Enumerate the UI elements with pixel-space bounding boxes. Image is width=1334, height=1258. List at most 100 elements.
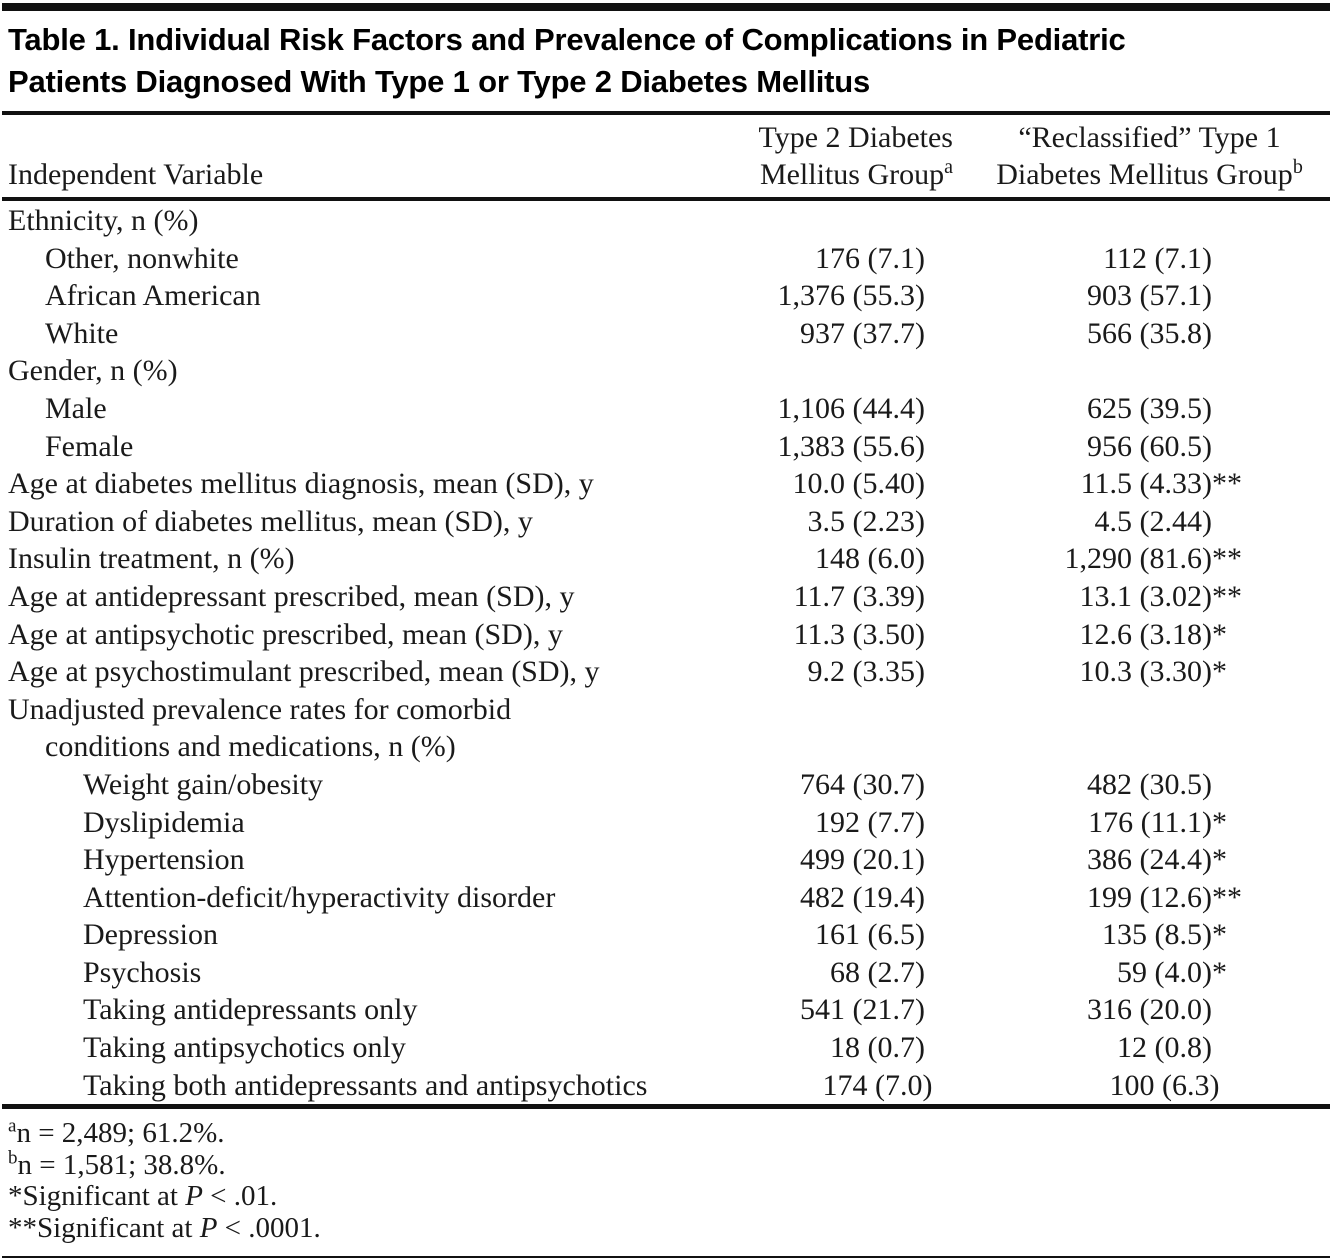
row-label: Age at antidepressant prescribed, mean (… [8, 579, 575, 613]
row-label: Gender, n (%) [8, 354, 178, 388]
significance-marker: ** [1212, 880, 1242, 914]
footnote-ref-a: a [944, 156, 953, 178]
t1dm-value: 199 (12.6) ** [925, 879, 1250, 917]
t1dm-value: 386 (24.4) * [925, 841, 1250, 879]
table-row: Gender, n (%) [0, 352, 1334, 390]
row-label: Depression [83, 918, 218, 952]
footnote-ref-b: b [1292, 156, 1303, 178]
t2dm-value: 1,106 (44.4) [777, 391, 925, 425]
significance-marker [1212, 352, 1250, 390]
column-header-reclassified-t1dm-group: “Reclassified” Type 1 Diabetes Mellitus … [987, 119, 1312, 193]
t2dm-value [640, 728, 925, 766]
t1dm-value: 12 (0.8) [925, 1029, 1250, 1067]
significance-marker [1212, 503, 1250, 541]
t2dm-value: 764 (30.7) [800, 767, 925, 801]
footnotes: an = 2,489; 61.2%. bn = 1,581; 38.8%. *S… [0, 1109, 1334, 1244]
table-row: conditions and medications, n (%) [0, 728, 1334, 766]
table-row: Duration of diabetes mellitus, mean (SD)… [0, 503, 1334, 541]
table-row: Ethnicity, n (%) [0, 202, 1334, 240]
t2dm-value [640, 202, 925, 240]
t2dm-value: 18 (0.7) [830, 1031, 925, 1065]
table-row: White 937 (37.7) 566 (35.8) [0, 315, 1334, 353]
t1dm-value [925, 728, 1250, 766]
table-row: Age at diabetes mellitus diagnosis, mean… [0, 465, 1334, 503]
t1dm-value: 1,290 (81.6) ** [925, 540, 1250, 578]
t1dm-value: 10.3 (3.30) * [925, 653, 1250, 691]
t2dm-value: 192 (7.7) [815, 805, 925, 839]
significance-marker [1212, 766, 1250, 804]
column-header-row: Independent Variable Type 2 Diabetes Mel… [0, 115, 1334, 197]
significance-marker: * [1212, 805, 1227, 839]
significance-marker [1212, 315, 1250, 353]
t1dm-header-line2: Diabetes Mellitus Groupb [996, 156, 1303, 191]
t1dm-value: 4.5 (2.44) [925, 503, 1250, 541]
row-label: conditions and medications, n (%) [45, 730, 456, 764]
footnote-b: bn = 1,581; 38.8%. [8, 1147, 226, 1181]
significance-marker [1212, 277, 1250, 315]
table-row: Age at antidepressant prescribed, mean (… [0, 578, 1334, 616]
significance-marker [1212, 202, 1250, 240]
row-label: Taking both antidepressants and antipsyc… [83, 1068, 648, 1102]
t1dm-value: 903 (57.1) [925, 277, 1250, 315]
footnote-significance-01: *Significant at P < .01. [8, 1180, 278, 1213]
significance-marker [1212, 390, 1250, 428]
table-row: Taking antidepressants only 541 (21.7) 3… [0, 991, 1334, 1029]
t2dm-value [640, 691, 925, 729]
table-title: Table 1. Individual Risk Factors and Pre… [0, 11, 1334, 111]
significance-marker [1212, 691, 1250, 729]
row-label: Taking antidepressants only [83, 993, 418, 1027]
header-rule [2, 197, 1330, 201]
significance-marker: ** [1212, 579, 1242, 613]
significance-marker [1212, 240, 1250, 278]
row-label: Taking antipsychotics only [83, 1031, 406, 1065]
t2dm-value: 176 (7.1) [815, 241, 925, 275]
t1dm-value: 482 (30.5) [925, 766, 1250, 804]
table-row: Male 1,106 (44.4) 625 (39.5) [0, 390, 1334, 428]
table-row: Other, nonwhite 176 (7.1) 112 (7.1) [0, 240, 1334, 278]
bottom-rule [2, 1256, 1330, 1258]
t2dm-value: 9.2 (3.35) [807, 655, 925, 689]
table-title-line1: Table 1. Individual Risk Factors and Pre… [8, 22, 1126, 57]
table-row: Dyslipidemia 192 (7.7) 176 (11.1) * [0, 804, 1334, 842]
row-label: Age at diabetes mellitus diagnosis, mean… [8, 467, 594, 501]
row-label: Attention-deficit/hyperactivity disorder [83, 880, 556, 914]
significance-marker: ** [1212, 542, 1242, 576]
title-rule [2, 111, 1330, 115]
table-title-line2: Patients Diagnosed With Type 1 or Type 2… [8, 64, 871, 99]
t2dm-value: 174 (7.0) [822, 1068, 933, 1102]
table-row: Age at antipsychotic prescribed, mean (S… [0, 616, 1334, 654]
t1dm-value [925, 352, 1250, 390]
p-value-symbol: P [199, 1211, 218, 1244]
significance-marker: * [1212, 955, 1227, 989]
row-label: Age at psychostimulant prescribed, mean … [8, 655, 600, 689]
row-label: Age at antipsychotic prescribed, mean (S… [8, 617, 563, 651]
top-rule [2, 3, 1330, 11]
t2dm-value: 11.3 (3.50) [793, 617, 925, 651]
t2dm-value: 161 (6.5) [815, 918, 925, 952]
row-label: White [45, 316, 119, 350]
row-label: Female [45, 429, 134, 463]
footnote-a-sup: a [8, 1115, 17, 1137]
t1dm-value: 176 (11.1) * [925, 804, 1250, 842]
footnote-b-sup: b [8, 1147, 18, 1169]
row-label: Weight gain/obesity [83, 767, 324, 801]
table-row: Taking both antidepressants and antipsyc… [0, 1067, 1334, 1105]
table-row: Weight gain/obesity 764 (30.7) 482 (30.5… [0, 766, 1334, 804]
p-value-symbol: P [185, 1180, 203, 1213]
t2dm-value: 937 (37.7) [800, 316, 925, 350]
significance-marker [1219, 1067, 1257, 1105]
significance-marker: * [1212, 843, 1227, 877]
t1dm-value: 625 (39.5) [925, 390, 1250, 428]
row-label: Other, nonwhite [45, 241, 239, 275]
table-row: Age at psychostimulant prescribed, mean … [0, 653, 1334, 691]
t1dm-value: 316 (20.0) [925, 991, 1250, 1029]
t1dm-value: 100 (6.3) [932, 1067, 1257, 1105]
row-label: Psychosis [83, 955, 202, 989]
footnote-significance-0001: **Significant at P < .0001. [8, 1211, 321, 1244]
t2dm-header-line2: Mellitus Groupa [759, 156, 953, 191]
t1dm-value [925, 202, 1250, 240]
row-label: Hypertension [83, 843, 245, 877]
row-label: Dyslipidemia [83, 805, 245, 839]
body-rule [2, 1104, 1330, 1110]
table-row: Female 1,383 (55.6) 956 (60.5) [0, 428, 1334, 466]
